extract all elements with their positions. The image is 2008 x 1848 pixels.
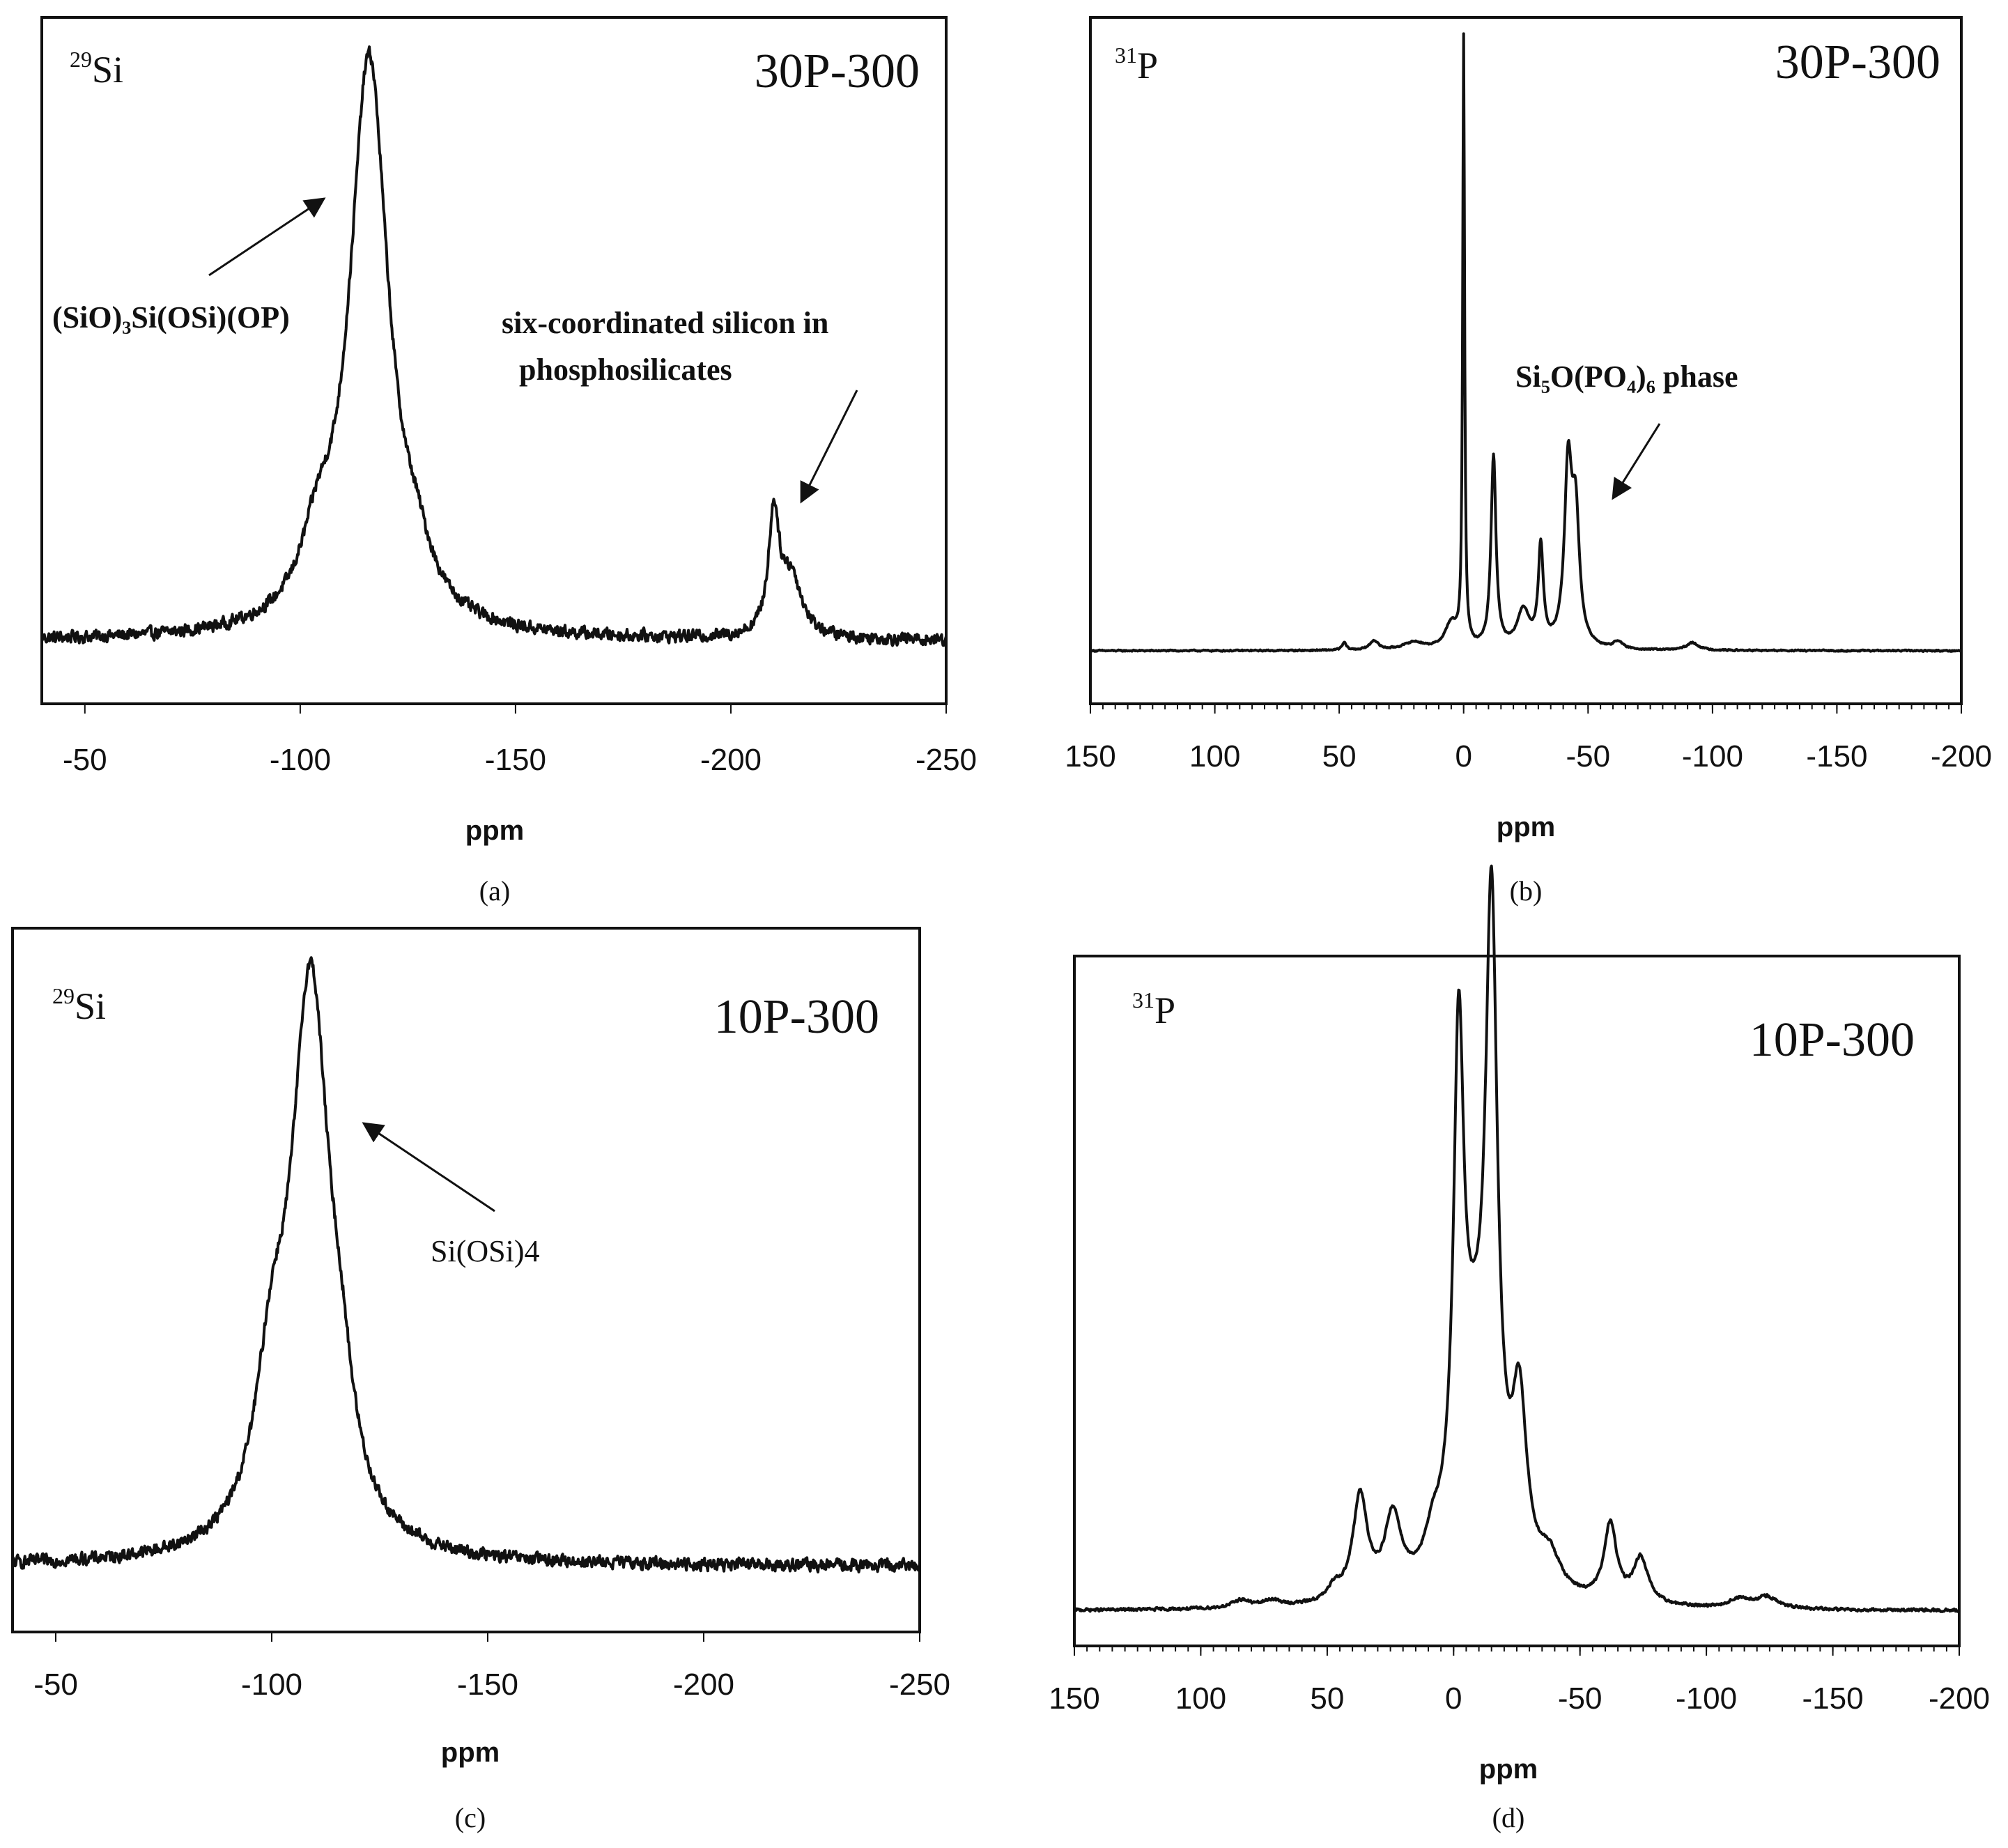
- x-tick-label: -100: [270, 743, 331, 777]
- panel-d-x-axis-label: ppm: [1479, 1754, 1538, 1785]
- panel-a-annotation-six-coordinated-line1: six-coordinated silicon in: [502, 306, 828, 340]
- panel-d-tick-labels: 150 100 50 0 -50 -100 -150 -200: [1049, 1681, 1990, 1716]
- x-tick-label: -200: [673, 1668, 734, 1702]
- x-tick-label: -50: [33, 1668, 78, 1702]
- x-tick-label: 50: [1310, 1681, 1344, 1716]
- panel-d-spectrum: [1073, 864, 1961, 1613]
- spectrum-line-2: [11, 956, 921, 1573]
- panel-a-caption: (a): [479, 875, 510, 907]
- x-tick-label: -50: [1558, 1681, 1602, 1716]
- x-tick-label: -250: [916, 743, 977, 777]
- panel-c-spectrum: [11, 956, 921, 1573]
- panel-a-annotation-main-peak: (SiO)₃Si(OSi)(OP): [52, 300, 290, 334]
- panel-a-sample-label: 30P-300: [755, 45, 920, 98]
- panel-c-ticks: [55, 1632, 920, 1642]
- panel-a-x-axis-label: ppm: [465, 815, 524, 846]
- panel-c-tick-labels: -50 -100 -150 -200 -250: [33, 1668, 950, 1702]
- panel-b-nucleus-label: 31P: [1115, 43, 1158, 86]
- panel-c-sample-label: 10P-300: [714, 990, 879, 1044]
- x-tick-label: -200: [1931, 739, 1992, 773]
- x-tick-label: -100: [241, 1668, 302, 1702]
- panel-a-annotation-six-coordinated-line2: phosphosilicates: [519, 353, 732, 387]
- panel-b-arrow-phase: [1612, 423, 1661, 500]
- panel-b-caption: (b): [1510, 875, 1543, 907]
- x-tick-label: -200: [700, 743, 762, 777]
- spectrum-line-0: [40, 45, 948, 647]
- x-tick-label: -50: [1566, 739, 1611, 773]
- panel-d-sample-label: 10P-300: [1750, 1013, 1915, 1067]
- x-tick-label: 150: [1065, 739, 1115, 773]
- x-tick-label: 50: [1322, 739, 1357, 773]
- x-tick-label: 150: [1049, 1681, 1099, 1716]
- panel-d-ticks: [1074, 1646, 1960, 1656]
- panel-c-arrow-main-peak: [362, 1122, 495, 1212]
- x-tick-label: -150: [485, 743, 546, 777]
- panel-d-nucleus-label: 31P: [1132, 987, 1175, 1031]
- panel-b-annotation-phase: Si₅O(PO₄)₆ phase: [1515, 360, 1738, 394]
- panel-a: -50 -100 -150 -200 -250 29Si 30P-300 (SiO)₃S…: [40, 16, 977, 907]
- panel-d-caption: (d): [1492, 1802, 1525, 1833]
- panel-c-caption: (c): [455, 1802, 486, 1833]
- x-tick-label: 100: [1175, 1681, 1226, 1716]
- panel-a-arrow-six-coordinated: [800, 390, 858, 504]
- panel-b: 150 100 50 0 -50 -100 -150 -200 31P 30P-300 Si₅…: [1065, 16, 1992, 907]
- panel-a-spectrum: [40, 45, 948, 647]
- panel-a-nucleus-label: 29Si: [70, 47, 123, 91]
- x-tick-label: -100: [1676, 1681, 1737, 1716]
- x-tick-label: -200: [1929, 1681, 1990, 1716]
- x-tick-label: 100: [1189, 739, 1240, 773]
- panel-d: 150 100 50 0 -50 -100 -150 -200 31P 10P-300 ppm…: [1049, 864, 1990, 1833]
- panel-c: -50 -100 -150 -200 -250 29Si 10P-300 Si(OSi)…: [11, 927, 950, 1833]
- spectrum-line-3: [1073, 864, 1961, 1613]
- x-tick-label: -150: [1802, 1681, 1864, 1716]
- panel-b-spectrum: [1089, 32, 1963, 653]
- panel-c-frame: [11, 927, 921, 1633]
- panel-b-x-axis-label: ppm: [1497, 812, 1555, 842]
- panel-a-ticks: [84, 704, 947, 714]
- x-tick-label: -250: [889, 1668, 950, 1702]
- panel-b-ticks: [1090, 704, 1962, 714]
- panel-c-annotation-main-peak: Si(OSi)4: [431, 1234, 539, 1268]
- panel-c-nucleus-label: 29Si: [52, 983, 106, 1027]
- panel-a-arrow-main-peak: [208, 197, 326, 277]
- x-tick-label: -50: [63, 743, 107, 777]
- x-tick-label: 0: [1445, 1681, 1462, 1716]
- panel-b-tick-labels: 150 100 50 0 -50 -100 -150 -200: [1065, 739, 1992, 773]
- spectrum-line-1: [1089, 32, 1963, 653]
- x-tick-label: -100: [1682, 739, 1743, 773]
- x-tick-label: -150: [1806, 739, 1867, 773]
- panel-b-sample-label: 30P-300: [1775, 36, 1940, 89]
- x-tick-label: 0: [1455, 739, 1472, 773]
- panel-a-tick-labels: -50 -100 -150 -200 -250: [63, 743, 977, 777]
- x-tick-label: -150: [457, 1668, 518, 1702]
- panel-c-x-axis-label: ppm: [441, 1737, 500, 1768]
- panel-a-frame: [40, 16, 948, 705]
